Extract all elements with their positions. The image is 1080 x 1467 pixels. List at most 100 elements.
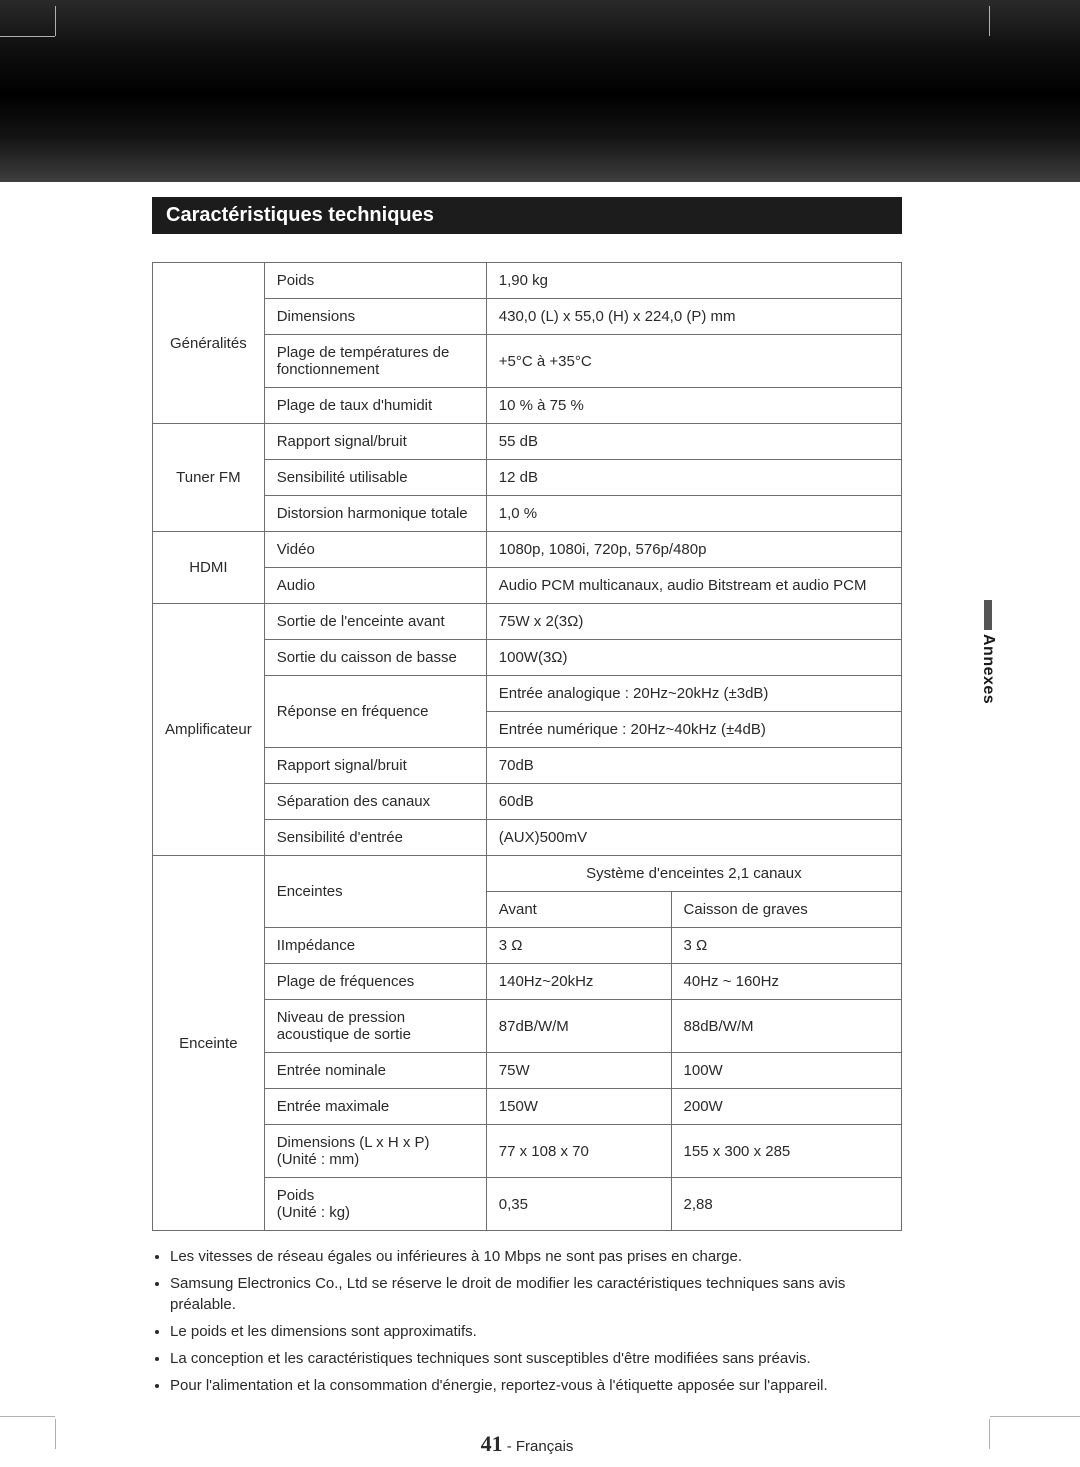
- table-row: Distorsion harmonique totale 1,0 %: [153, 496, 902, 532]
- label-cell: Plage de fréquences: [264, 964, 486, 1000]
- value-cell: 55 dB: [486, 424, 901, 460]
- value-cell: 0,35: [486, 1178, 671, 1231]
- col-header-cell: Caisson de graves: [671, 892, 901, 928]
- note-item: Les vitesses de réseau égales ou inférie…: [170, 1247, 902, 1267]
- table-row: Sortie du caisson de basse 100W(3Ω): [153, 640, 902, 676]
- table-row: Rapport signal/bruit 70dB: [153, 748, 902, 784]
- category-cell: Tuner FM: [153, 424, 265, 532]
- note-item: La conception et les caractéristiques te…: [170, 1349, 902, 1369]
- label-cell: Entrée maximale: [264, 1089, 486, 1125]
- label-cell: Séparation des canaux: [264, 784, 486, 820]
- value-cell: 75W: [486, 1053, 671, 1089]
- table-row: Plage de températures de fonctionnement …: [153, 335, 902, 388]
- side-tab-bar: [984, 600, 992, 630]
- value-cell: Système d'enceintes 2,1 canaux: [486, 856, 901, 892]
- table-row: Sensibilité d'entrée (AUX)500mV: [153, 820, 902, 856]
- note-item: Le poids et les dimensions sont approxim…: [170, 1322, 902, 1342]
- note-item: Pour l'alimentation et la consommation d…: [170, 1376, 902, 1396]
- value-cell: 60dB: [486, 784, 901, 820]
- label-cell: Sortie de l'enceinte avant: [264, 604, 486, 640]
- table-row: Enceinte Enceintes Système d'enceintes 2…: [153, 856, 902, 892]
- label-cell: Réponse en fréquence: [264, 676, 486, 748]
- page-lang: - Français: [503, 1438, 574, 1455]
- label-cell: Poids (Unité : kg): [264, 1178, 486, 1231]
- value-cell: 100W: [671, 1053, 901, 1089]
- label-cell: IImpédance: [264, 928, 486, 964]
- table-row: Généralités Poids 1,90 kg: [153, 263, 902, 299]
- side-tab: Annexes: [974, 600, 1002, 709]
- value-cell: 40Hz ~ 160Hz: [671, 964, 901, 1000]
- label-cell: Rapport signal/bruit: [264, 424, 486, 460]
- table-row: IImpédance 3 Ω 3 Ω: [153, 928, 902, 964]
- table-row: HDMI Vidéo 1080p, 1080i, 720p, 576p/480p: [153, 532, 902, 568]
- label-cell: Sortie du caisson de basse: [264, 640, 486, 676]
- page-number: 41: [481, 1431, 503, 1456]
- crop-mark: [989, 6, 990, 36]
- crop-mark: [55, 1419, 56, 1449]
- table-row: Niveau de pression acoustique de sortie …: [153, 1000, 902, 1053]
- value-cell: +5°C à +35°C: [486, 335, 901, 388]
- value-cell: 430,0 (L) x 55,0 (H) x 224,0 (P) mm: [486, 299, 901, 335]
- value-cell: 1080p, 1080i, 720p, 576p/480p: [486, 532, 901, 568]
- category-cell: Amplificateur: [153, 604, 265, 856]
- value-cell: 140Hz~20kHz: [486, 964, 671, 1000]
- table-row: Plage de taux d'humidit 10 % à 75 %: [153, 388, 902, 424]
- label-cell: Vidéo: [264, 532, 486, 568]
- value-cell: 87dB/W/M: [486, 1000, 671, 1053]
- label-cell: Niveau de pression acoustique de sortie: [264, 1000, 486, 1053]
- crop-mark: [990, 1416, 1080, 1417]
- value-cell: (AUX)500mV: [486, 820, 901, 856]
- value-cell: 155 x 300 x 285: [671, 1125, 901, 1178]
- col-header-cell: Avant: [486, 892, 671, 928]
- side-tab-text: Annexes: [979, 634, 997, 704]
- value-cell: 150W: [486, 1089, 671, 1125]
- value-cell: 75W x 2(3Ω): [486, 604, 901, 640]
- table-row: Audio Audio PCM multicanaux, audio Bitst…: [153, 568, 902, 604]
- label-cell: Audio: [264, 568, 486, 604]
- value-cell: 3 Ω: [671, 928, 901, 964]
- table-row: Dimensions 430,0 (L) x 55,0 (H) x 224,0 …: [153, 299, 902, 335]
- category-cell: Généralités: [153, 263, 265, 424]
- label-cell: Distorsion harmonique totale: [264, 496, 486, 532]
- value-cell: Entrée analogique : 20Hz~20kHz (±3dB): [486, 676, 901, 712]
- crop-mark: [0, 36, 55, 37]
- value-cell: Entrée numérique : 20Hz~40kHz (±4dB): [486, 712, 901, 748]
- table-row: Entrée maximale 150W 200W: [153, 1089, 902, 1125]
- value-cell: 77 x 108 x 70: [486, 1125, 671, 1178]
- label-cell: Dimensions (L x H x P) (Unité : mm): [264, 1125, 486, 1178]
- table-row: Entrée nominale 75W 100W: [153, 1053, 902, 1089]
- table-row: Plage de fréquences 140Hz~20kHz 40Hz ~ 1…: [153, 964, 902, 1000]
- crop-mark: [989, 1419, 990, 1449]
- label-cell: Dimensions: [264, 299, 486, 335]
- value-cell: 2,88: [671, 1178, 901, 1231]
- table-row: Tuner FM Rapport signal/bruit 55 dB: [153, 424, 902, 460]
- top-gradient-banner: [0, 0, 1080, 182]
- crop-mark: [0, 1416, 55, 1417]
- value-cell: 100W(3Ω): [486, 640, 901, 676]
- notes-list: Les vitesses de réseau égales ou inférie…: [152, 1247, 902, 1397]
- category-cell: HDMI: [153, 532, 265, 604]
- label-cell: Plage de températures de fonctionnement: [264, 335, 486, 388]
- label-cell: Rapport signal/bruit: [264, 748, 486, 784]
- value-cell: 200W: [671, 1089, 901, 1125]
- page-content: Caractéristiques techniques Généralités …: [152, 182, 902, 1457]
- table-row: Poids (Unité : kg) 0,35 2,88: [153, 1178, 902, 1231]
- label-cell: Poids: [264, 263, 486, 299]
- label-cell: Enceintes: [264, 856, 486, 928]
- page-footer: 41 - Français: [152, 1431, 902, 1457]
- crop-mark: [55, 6, 56, 36]
- value-cell: 10 % à 75 %: [486, 388, 901, 424]
- value-cell: 3 Ω: [486, 928, 671, 964]
- label-cell: Sensibilité d'entrée: [264, 820, 486, 856]
- label-cell: Plage de taux d'humidit: [264, 388, 486, 424]
- value-cell: 88dB/W/M: [671, 1000, 901, 1053]
- category-cell: Enceinte: [153, 856, 265, 1231]
- section-header: Caractéristiques techniques: [152, 197, 902, 234]
- spec-table: Généralités Poids 1,90 kg Dimensions 430…: [152, 262, 902, 1231]
- label-cell: Sensibilité utilisable: [264, 460, 486, 496]
- value-cell: 1,90 kg: [486, 263, 901, 299]
- value-cell: Audio PCM multicanaux, audio Bitstream e…: [486, 568, 901, 604]
- note-item: Samsung Electronics Co., Ltd se réserve …: [170, 1274, 902, 1315]
- table-row: Réponse en fréquence Entrée analogique :…: [153, 676, 902, 712]
- table-row: Amplificateur Sortie de l'enceinte avant…: [153, 604, 902, 640]
